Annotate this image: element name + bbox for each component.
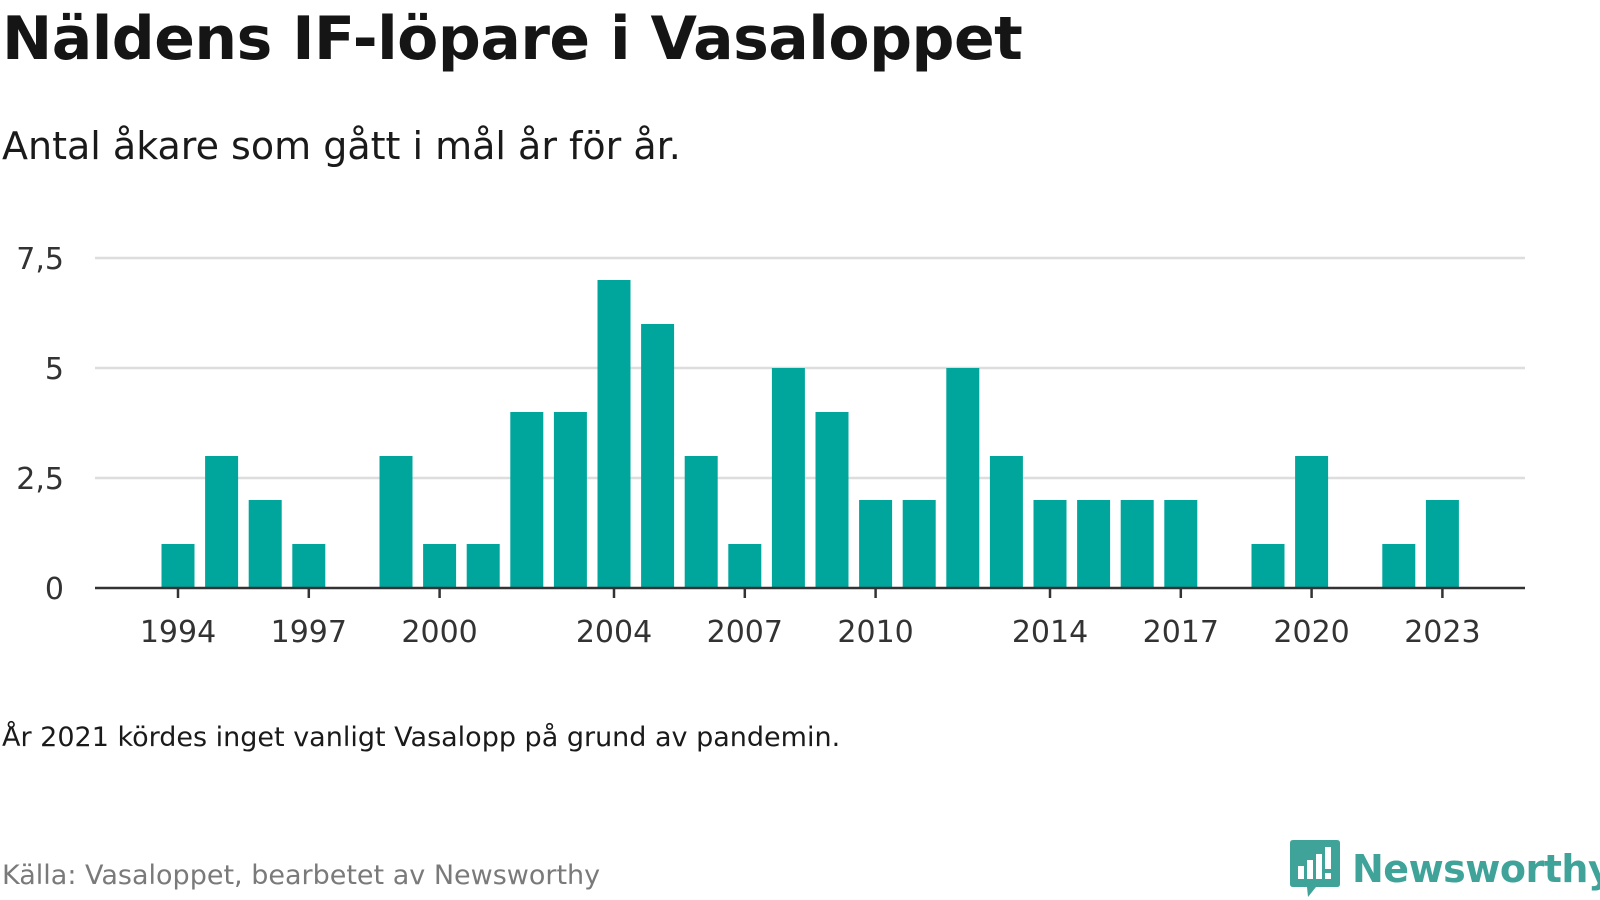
y-tick-label: 0 (45, 572, 64, 607)
brand-name: Newsworthy (1352, 847, 1600, 891)
bar-1996[interactable] (248, 500, 282, 588)
x-tick-label: 2000 (401, 615, 477, 650)
bar-2009[interactable] (815, 412, 849, 588)
bar-2001[interactable] (466, 544, 500, 588)
bar-2015[interactable] (1077, 500, 1111, 588)
bar-1999[interactable] (379, 456, 413, 588)
axes: 0 2,5 5 7,5 1994 1997 2000 2004 2007 2010 2014 2017… (16, 242, 1525, 650)
x-tick-label: 2017 (1143, 615, 1219, 650)
bar-2008[interactable] (771, 368, 805, 588)
bar-chart: 0 2,5 5 7,5 1994 1997 2000 2004 2007 2010 2014 2017… (16, 242, 1525, 650)
bars (161, 280, 1459, 588)
chart-title: Näldens IF-löpare i Vasaloppet (2, 4, 1023, 74)
bar-2011[interactable] (902, 500, 936, 588)
bar-2002[interactable] (510, 412, 544, 588)
gridlines (95, 256, 1525, 480)
newsworthy-logo-icon (1290, 840, 1340, 897)
x-tick-label: 2004 (576, 615, 652, 650)
bar-2004[interactable] (597, 280, 631, 588)
x-tick-label: 1997 (271, 615, 347, 650)
bar-2020[interactable] (1295, 456, 1329, 588)
x-tick-label: 1994 (140, 615, 216, 650)
x-tick-label: 2007 (707, 615, 783, 650)
bar-2016[interactable] (1120, 500, 1154, 588)
x-tick-label: 2014 (1012, 615, 1088, 650)
bar-1994[interactable] (161, 544, 195, 588)
bar-2019[interactable] (1251, 544, 1285, 588)
bar-2012[interactable] (946, 368, 980, 588)
bar-2007[interactable] (728, 544, 762, 588)
bar-2014[interactable] (1033, 500, 1067, 588)
bar-2022[interactable] (1382, 544, 1416, 588)
bar-2023[interactable] (1425, 500, 1459, 588)
chart-note: År 2021 kördes inget vanligt Vasalopp på… (2, 722, 841, 753)
bar-2003[interactable] (553, 412, 587, 588)
bar-2013[interactable] (989, 456, 1023, 588)
bar-2000[interactable] (423, 544, 457, 588)
y-tick-label: 2,5 (16, 462, 64, 497)
bar-2006[interactable] (684, 456, 718, 588)
x-tick-label: 2010 (837, 615, 913, 650)
y-tick-label: 7,5 (16, 242, 64, 277)
source-text: Källa: Vasaloppet, bearbetet av Newswort… (2, 860, 601, 891)
bar-2017[interactable] (1164, 500, 1198, 588)
x-tick-label: 2020 (1273, 615, 1349, 650)
bar-1995[interactable] (205, 456, 239, 588)
chart-subtitle: Antal åkare som gått i mål år för år. (2, 124, 681, 168)
bar-2010[interactable] (859, 500, 893, 588)
brand-logo[interactable]: Newsworthy (1290, 840, 1600, 898)
x-tick-label: 2023 (1404, 615, 1480, 650)
bar-1997[interactable] (292, 544, 326, 588)
y-tick-label: 5 (45, 352, 64, 387)
bar-2005[interactable] (641, 324, 675, 588)
